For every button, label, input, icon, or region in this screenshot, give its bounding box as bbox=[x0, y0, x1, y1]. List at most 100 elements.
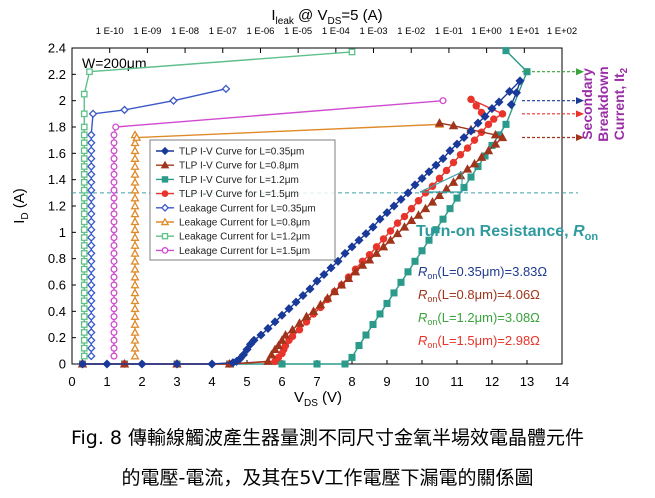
data-point bbox=[161, 190, 169, 197]
data-point bbox=[86, 225, 96, 235]
data-point bbox=[490, 115, 498, 123]
data-point bbox=[497, 132, 508, 142]
top-tick-label: 1 E-01 bbox=[435, 26, 463, 37]
x-tick-label: 4 bbox=[208, 374, 215, 389]
data-point bbox=[110, 328, 118, 336]
legend-entry: TLP I-V Curve for L=1.2μm bbox=[156, 175, 299, 186]
data-point bbox=[480, 111, 490, 121]
data-point bbox=[369, 320, 377, 329]
data-point bbox=[110, 289, 118, 297]
y-axis-title: ID (A) bbox=[11, 188, 31, 224]
data-point bbox=[130, 240, 140, 249]
x-tick-label: 11 bbox=[450, 374, 464, 389]
y-tick-label: 1.6 bbox=[48, 146, 66, 161]
data-point bbox=[130, 296, 140, 305]
y-tick-label: 2 bbox=[59, 93, 66, 108]
ron-value-4: Ron(L=1.5μm)=2.98Ω bbox=[418, 333, 540, 350]
series-6 bbox=[130, 119, 445, 360]
width-label: W=200μm bbox=[82, 55, 146, 71]
data-point bbox=[295, 326, 304, 334]
data-point bbox=[86, 130, 96, 140]
top-tick-label: 1 E+01 bbox=[509, 26, 539, 37]
legend: TLP I-V Curve for L=0.35μm TLP I-V Curve … bbox=[149, 139, 336, 261]
data-point bbox=[498, 110, 507, 118]
data-point bbox=[270, 317, 280, 327]
data-point bbox=[130, 193, 140, 202]
legend-label: Leakage Current for L=0.35μm bbox=[179, 203, 316, 214]
data-point bbox=[160, 203, 170, 212]
data-point bbox=[137, 359, 147, 369]
ron-value-1: Ron(L=0.35μm)=3.83Ω bbox=[418, 264, 547, 281]
data-point bbox=[305, 284, 315, 294]
x-axis-title: VDS (V) bbox=[294, 389, 342, 409]
data-point bbox=[110, 257, 118, 265]
data-point bbox=[80, 265, 88, 273]
data-point bbox=[263, 356, 273, 365]
data-point bbox=[389, 201, 399, 211]
data-point bbox=[110, 281, 118, 289]
top-tick-label: 1 E-07 bbox=[209, 26, 237, 37]
data-point bbox=[86, 162, 96, 171]
data-point bbox=[130, 153, 140, 162]
data-point bbox=[354, 235, 364, 245]
data-point bbox=[396, 194, 406, 204]
data-point bbox=[207, 359, 217, 369]
x-tick-label: 12 bbox=[485, 374, 499, 389]
data-point bbox=[280, 330, 291, 339]
data-point bbox=[313, 360, 321, 368]
data-point bbox=[80, 139, 88, 147]
data-point bbox=[249, 335, 259, 345]
data-point bbox=[362, 331, 370, 339]
series-5 bbox=[86, 84, 231, 361]
data-point bbox=[361, 229, 371, 239]
ron-value-3: Ron(L=1.2μm)=3.08Ω bbox=[418, 310, 540, 327]
ron-value-2: Ron(L=0.8μm)=4.06Ω bbox=[418, 287, 540, 304]
data-point bbox=[80, 344, 88, 352]
data-point bbox=[120, 105, 129, 115]
data-point bbox=[333, 256, 343, 266]
data-point bbox=[80, 273, 88, 281]
data-point bbox=[355, 342, 363, 350]
data-point bbox=[277, 335, 287, 344]
data-point bbox=[515, 76, 525, 86]
data-point bbox=[368, 222, 378, 232]
data-point bbox=[397, 278, 405, 286]
data-point bbox=[490, 139, 501, 148]
legend-entry: Leakage Current for L=1.5μm bbox=[156, 246, 310, 257]
data-point bbox=[110, 336, 118, 344]
data-point bbox=[130, 319, 140, 328]
data-point bbox=[424, 167, 434, 177]
breakdown-arrow-2 bbox=[522, 97, 584, 105]
x-tick-label: 3 bbox=[173, 374, 180, 389]
data-point bbox=[294, 318, 305, 327]
data-point bbox=[86, 328, 96, 337]
data-point bbox=[448, 177, 459, 186]
data-point bbox=[411, 257, 419, 265]
data-point bbox=[399, 222, 410, 231]
data-point bbox=[86, 177, 96, 187]
data-point bbox=[502, 120, 510, 128]
data-point bbox=[319, 269, 329, 279]
data-point bbox=[390, 289, 398, 297]
data-point bbox=[472, 102, 480, 110]
data-point bbox=[130, 169, 140, 178]
data-point bbox=[435, 174, 444, 183]
data-point bbox=[291, 297, 301, 307]
data-point bbox=[110, 194, 118, 202]
data-point bbox=[80, 202, 88, 210]
data-point bbox=[357, 260, 368, 269]
data-point bbox=[490, 129, 501, 139]
series-8 bbox=[110, 97, 447, 360]
data-point bbox=[467, 95, 475, 104]
data-point bbox=[86, 241, 96, 250]
data-point bbox=[86, 249, 96, 258]
data-point bbox=[420, 203, 431, 213]
legend-entry: Leakage Current for L=0.8μm bbox=[156, 217, 310, 229]
data-point bbox=[160, 146, 170, 156]
data-point bbox=[80, 313, 88, 320]
data-point bbox=[350, 266, 361, 276]
data-point bbox=[487, 104, 497, 114]
top-tick-label: 1 E-08 bbox=[171, 26, 199, 37]
y-tick-label: 0.4 bbox=[48, 304, 66, 319]
data-point bbox=[130, 161, 140, 170]
